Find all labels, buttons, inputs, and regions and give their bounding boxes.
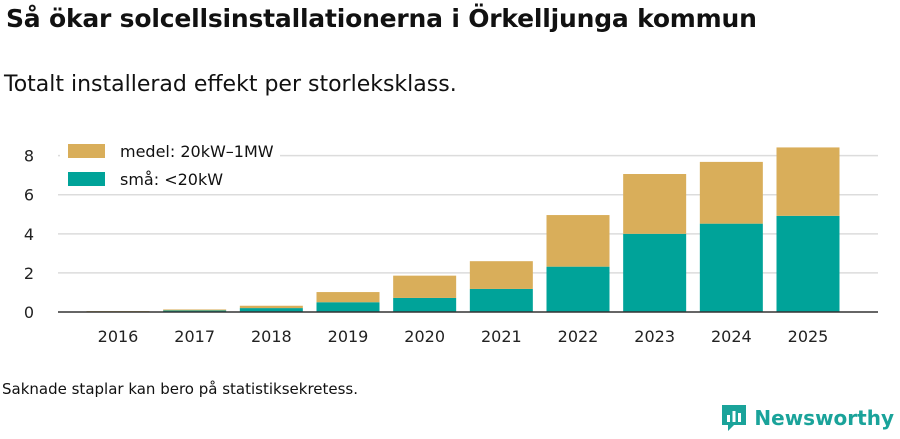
bar-2018	[239, 305, 303, 309]
y-tick-label: 2	[24, 264, 34, 283]
x-tick-label: 2021	[481, 327, 522, 346]
bar-2020	[393, 275, 457, 298]
y-tick-label: 4	[24, 225, 34, 244]
bar-2023	[623, 233, 687, 312]
legend-label: medel: 20kW–1MW	[120, 142, 274, 161]
x-tick-label: 2024	[711, 327, 752, 346]
bar-2017	[163, 309, 227, 311]
bar-2018	[239, 308, 303, 312]
y-axis-ticks: 0 2 4 6 8	[24, 147, 34, 322]
brand-name: Newsworthy	[754, 406, 894, 430]
bar-2020	[393, 297, 457, 312]
x-tick-label: 2023	[634, 327, 675, 346]
bar-2024	[699, 161, 763, 224]
x-tick-label: 2018	[251, 327, 292, 346]
y-tick-label: 6	[24, 186, 34, 205]
x-axis-ticks: 2016 2017 2018 2019 2020 2021 2022 2023 2024 2025	[98, 327, 829, 346]
y-tick-label: 8	[24, 147, 34, 166]
bar-2023	[623, 174, 687, 234]
x-tick-label: 2019	[328, 327, 369, 346]
x-tick-label: 2020	[404, 327, 445, 346]
bar-2019	[316, 292, 380, 303]
legend-swatch	[68, 172, 105, 186]
x-tick-label: 2025	[788, 327, 829, 346]
bars	[86, 147, 840, 312]
bar-2024	[699, 223, 763, 312]
bar-2021	[469, 288, 533, 312]
bar-2021	[469, 261, 533, 289]
y-tick-label: 0	[24, 303, 34, 322]
legend-label: små: <20kW	[120, 170, 223, 189]
bar-2017	[163, 310, 227, 312]
x-tick-label: 2022	[558, 327, 599, 346]
newsworthy-logo-icon	[722, 405, 747, 431]
brand-logo: Newsworthy	[720, 403, 894, 433]
x-tick-label: 2017	[174, 327, 215, 346]
bar-2025	[776, 147, 840, 216]
bar-2025	[776, 215, 840, 312]
bar-2022	[546, 215, 610, 267]
legend: medel: 20kW–1MW små: <20kW	[60, 138, 280, 192]
footnote: Saknade staplar kan bero på statistiksek…	[2, 380, 359, 398]
bar-2019	[316, 302, 380, 312]
bar-2022	[546, 266, 610, 312]
chart-subtitle: Totalt installerad effekt per storlekskl…	[4, 72, 457, 97]
chart-title: Så ökar solcellsinstallationerna i Örkel…	[6, 4, 757, 33]
x-tick-label: 2016	[98, 327, 139, 346]
legend-swatch	[68, 144, 105, 158]
